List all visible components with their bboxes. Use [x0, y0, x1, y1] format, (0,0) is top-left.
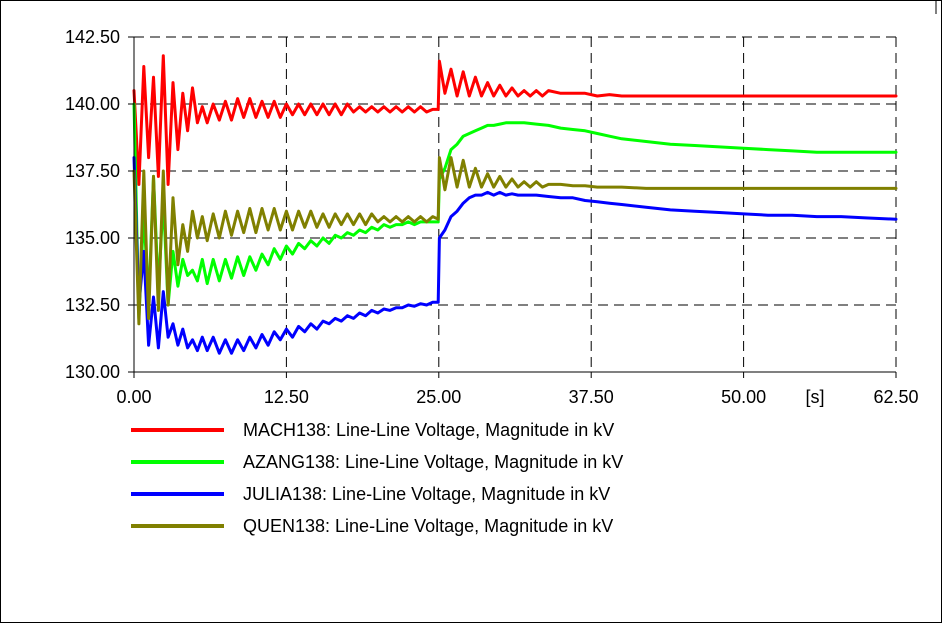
- x-tick-label: 50.00: [721, 387, 766, 407]
- series-line-3: [132, 156, 898, 355]
- x-unit-label: [s]: [805, 387, 824, 407]
- y-tick-labels: 130.00 132.50 135.00 137.50 140.00 142.50: [65, 27, 120, 382]
- series-line-4: [132, 156, 898, 326]
- legend-label-2: AZANG138: Line-Line Voltage, Magnitude i…: [243, 452, 623, 472]
- legend-label-3: JULIA138: Line-Line Voltage, Magnitude i…: [243, 484, 610, 504]
- series-line-1: [132, 54, 898, 186]
- x-tick-label: 0.00: [116, 387, 151, 407]
- y-tick-label: 132.50: [65, 295, 120, 315]
- legend: MACH138: Line-Line Voltage, Magnitude in…: [131, 420, 623, 536]
- y-tick-label: 142.50: [65, 27, 120, 47]
- series-lines: [132, 54, 898, 355]
- y-tick-label: 135.00: [65, 228, 120, 248]
- x-tick-label: 62.50: [873, 387, 918, 407]
- x-tick-label: 37.50: [569, 387, 614, 407]
- axes: [128, 36, 897, 378]
- legend-label-1: MACH138: Line-Line Voltage, Magnitude in…: [243, 420, 614, 440]
- x-tick-label: 12.50: [264, 387, 309, 407]
- y-tick-label: 140.00: [65, 94, 120, 114]
- legend-label-4: QUEN138: Line-Line Voltage, Magnitude in…: [243, 516, 613, 536]
- x-tick-label: 25.00: [416, 387, 461, 407]
- x-tick-labels: 0.00 12.50 25.00 37.50 50.00 62.50: [116, 387, 918, 407]
- series-line-2: [132, 102, 898, 320]
- y-tick-label: 130.00: [65, 362, 120, 382]
- y-tick-label: 137.50: [65, 161, 120, 181]
